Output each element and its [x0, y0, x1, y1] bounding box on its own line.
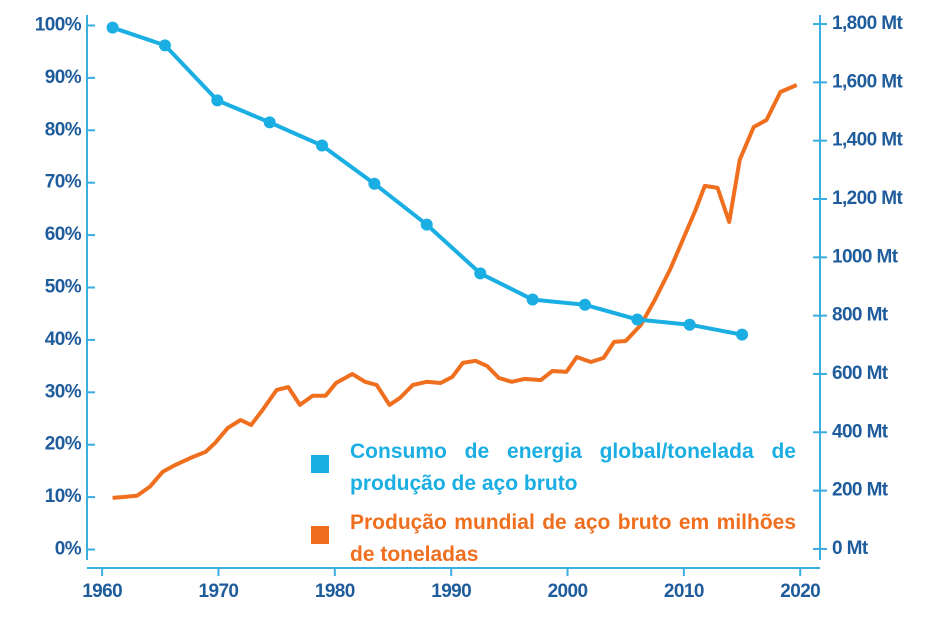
x-tick-label: 2020 [780, 581, 820, 602]
x-tick-label: 1960 [82, 581, 122, 602]
series-line [111, 25, 743, 337]
legend-label: Consumo de energia global/tonelada de pr… [350, 440, 796, 495]
point [106, 21, 119, 34]
y-tick-label: 100% [35, 14, 82, 35]
y2-tick-label: 1000 Mt [832, 246, 899, 267]
y-tick-label: 60% [45, 224, 82, 245]
series-line [112, 83, 798, 500]
y2-tick-label: 1,400 Mt [832, 130, 903, 151]
point [368, 177, 381, 190]
y-tick-label: 10% [45, 486, 82, 507]
point [474, 267, 487, 280]
y2-tick-label: 800 Mt [832, 305, 889, 326]
y-tick-label: 30% [45, 381, 82, 402]
point [631, 313, 644, 326]
y-tick-label: 80% [45, 119, 82, 140]
x-tick-label: 2010 [664, 581, 704, 602]
y2-tick-label: 0 Mt [832, 538, 869, 559]
y-tick-label: 50% [45, 277, 82, 298]
y2-tick-label: 400 Mt [832, 421, 889, 442]
y-tick-label: 20% [45, 434, 82, 455]
point [420, 218, 433, 231]
point [263, 116, 276, 129]
x-tick-label: 1990 [431, 581, 471, 602]
point [211, 94, 224, 107]
y2-tick-label: 600 Mt [832, 363, 889, 384]
point [316, 139, 329, 152]
legend-swatch [311, 526, 329, 544]
y2-tick-label: 1,200 Mt [832, 188, 903, 209]
x-tick-label: 1970 [199, 581, 239, 602]
point [526, 293, 539, 306]
point [158, 39, 171, 52]
y-tick-label: 40% [45, 329, 82, 350]
x-tick-label: 2000 [548, 581, 588, 602]
y2-tick-label: 200 Mt [832, 480, 889, 501]
point [578, 298, 591, 311]
y-tick-label: 90% [45, 67, 82, 88]
y-tick-label: 70% [45, 172, 82, 193]
legend-label: Produção mundial de aço bruto em milhões… [350, 511, 796, 566]
point [683, 318, 696, 331]
point [736, 328, 749, 341]
y2-tick-label: 1,800 Mt [832, 13, 903, 34]
x-tick-label: 1980 [315, 581, 355, 602]
y-tick-label: 0% [55, 539, 82, 560]
y2-tick-label: 1,600 Mt [832, 71, 903, 92]
legend-swatch [311, 455, 329, 473]
